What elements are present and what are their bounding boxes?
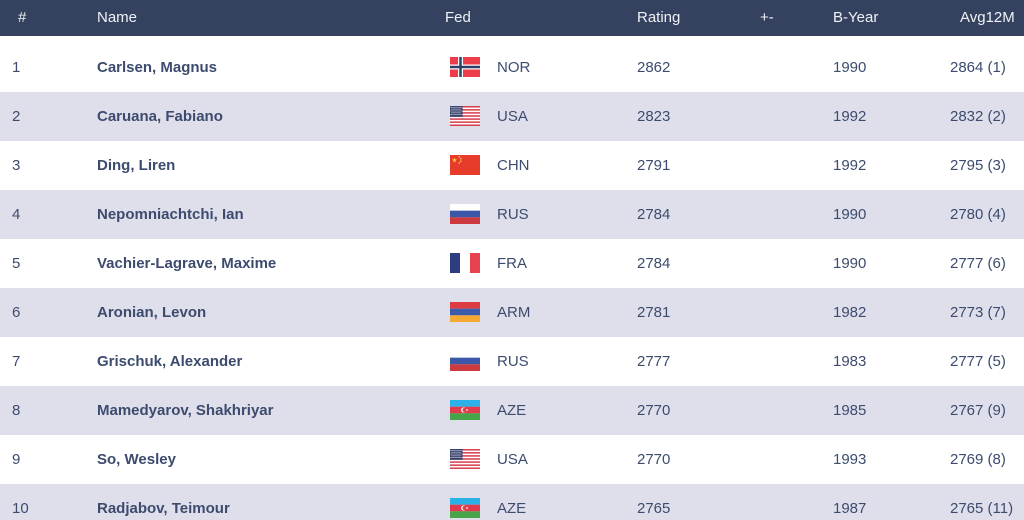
player-name[interactable]: Vachier-Lagrave, Maxime [97, 255, 277, 272]
flag-nor-icon [450, 57, 480, 77]
flag-usa-icon [450, 106, 480, 126]
flag-fra-icon [450, 253, 480, 273]
fed-code: USA [497, 108, 528, 125]
header-fed[interactable]: Fed [445, 9, 471, 26]
player-name[interactable]: Radjabov, Teimour [97, 500, 230, 517]
flag-usa-icon [450, 449, 480, 469]
avg12m-cell: 2864 (1) [950, 59, 1006, 76]
rank-cell: 1 [12, 59, 21, 76]
table-row[interactable]: 7 Grischuk, Alexander RUS 2777 1983 2777… [0, 337, 1024, 386]
rating-cell: 2765 [637, 500, 671, 517]
table-row[interactable]: 8 Mamedyarov, Shakhriyar AZE 2770 1985 2… [0, 386, 1024, 435]
table-row[interactable]: 2 Caruana, Fabiano USA 2823 1992 2832 (2… [0, 92, 1024, 141]
rank-cell: 6 [12, 304, 21, 321]
rating-cell: 2781 [637, 304, 671, 321]
rank-cell: 10 [12, 500, 29, 517]
player-name[interactable]: Aronian, Levon [97, 304, 207, 321]
fed-code: FRA [497, 255, 527, 272]
rating-cell: 2777 [637, 353, 671, 370]
header-avg12m[interactable]: Avg12M [960, 9, 1015, 26]
fed-code: ARM [497, 304, 531, 321]
fed-code: CHN [497, 157, 530, 174]
fed-code: USA [497, 451, 528, 468]
flag-arm-icon [450, 302, 480, 322]
avg12m-cell: 2777 (5) [950, 353, 1006, 370]
fed-code: AZE [497, 500, 527, 517]
avg12m-cell: 2767 (9) [950, 402, 1006, 419]
byear-cell: 1987 [833, 500, 867, 517]
header-change[interactable]: +- [760, 9, 774, 26]
rank-cell: 3 [12, 157, 21, 174]
player-name[interactable]: Carlsen, Magnus [97, 59, 218, 76]
flag-aze-icon [450, 498, 480, 518]
header-byear[interactable]: B-Year [833, 9, 879, 26]
rating-cell: 2862 [637, 59, 671, 76]
byear-cell: 1993 [833, 451, 867, 468]
avg12m-cell: 2780 (4) [950, 206, 1006, 223]
avg12m-cell: 2777 (6) [950, 255, 1006, 272]
header-rating[interactable]: Rating [637, 9, 681, 26]
byear-cell: 1990 [833, 206, 867, 223]
byear-cell: 1990 [833, 255, 867, 272]
byear-cell: 1992 [833, 108, 867, 125]
rating-cell: 2791 [637, 157, 671, 174]
byear-cell: 1982 [833, 304, 867, 321]
table-row[interactable]: 3 Ding, Liren CHN 2791 1992 2795 (3) [0, 141, 1024, 190]
table-row[interactable]: 5 Vachier-Lagrave, Maxime FRA 2784 1990 … [0, 239, 1024, 288]
byear-cell: 1985 [833, 402, 867, 419]
flag-chn-icon [450, 155, 480, 175]
table-row[interactable]: 1 Carlsen, Magnus NOR 2862 1990 2864 (1) [0, 43, 1024, 92]
fed-code: AZE [497, 402, 527, 419]
fed-code: NOR [497, 59, 531, 76]
byear-cell: 1992 [833, 157, 867, 174]
table-body: 1 Carlsen, Magnus NOR 2862 1990 2864 (1)… [0, 43, 1024, 520]
avg12m-cell: 2765 (11) [950, 500, 1014, 517]
rank-cell: 5 [12, 255, 21, 272]
rank-cell: 9 [12, 451, 21, 468]
avg12m-cell: 2773 (7) [950, 304, 1006, 321]
rank-cell: 8 [12, 402, 21, 419]
player-name[interactable]: Caruana, Fabiano [97, 108, 223, 125]
fed-code: RUS [497, 206, 529, 223]
header-rank[interactable]: # [18, 9, 27, 26]
rating-cell: 2784 [637, 206, 671, 223]
rank-cell: 7 [12, 353, 21, 370]
player-name[interactable]: Nepomniachtchi, Ian [97, 206, 244, 223]
table-row[interactable]: 4 Nepomniachtchi, Ian RUS 2784 1990 2780… [0, 190, 1024, 239]
rating-cell: 2784 [637, 255, 671, 272]
flag-aze-icon [450, 400, 480, 420]
player-name[interactable]: So, Wesley [97, 451, 176, 468]
player-name[interactable]: Mamedyarov, Shakhriyar [97, 402, 274, 419]
table-row[interactable]: 10 Radjabov, Teimour AZE 2765 1987 2765 … [0, 484, 1024, 520]
table-header: # Name Fed Rating +- B-Year Avg12M [0, 0, 1024, 36]
rating-cell: 2770 [637, 451, 671, 468]
rating-cell: 2823 [637, 108, 671, 125]
fed-code: RUS [497, 353, 529, 370]
flag-rus-icon [450, 204, 480, 224]
rating-cell: 2770 [637, 402, 671, 419]
header-name[interactable]: Name [97, 9, 138, 26]
byear-cell: 1983 [833, 353, 867, 370]
flag-rus-icon [450, 351, 480, 371]
avg12m-cell: 2769 (8) [950, 451, 1006, 468]
player-name[interactable]: Ding, Liren [97, 157, 176, 174]
rank-cell: 2 [12, 108, 21, 125]
byear-cell: 1990 [833, 59, 867, 76]
table-row[interactable]: 6 Aronian, Levon ARM 2781 1982 2773 (7) [0, 288, 1024, 337]
table-row[interactable]: 9 So, Wesley USA 2770 1993 2769 (8) [0, 435, 1024, 484]
rank-cell: 4 [12, 206, 21, 223]
avg12m-cell: 2832 (2) [950, 108, 1006, 125]
player-name[interactable]: Grischuk, Alexander [97, 353, 243, 370]
avg12m-cell: 2795 (3) [950, 157, 1006, 174]
